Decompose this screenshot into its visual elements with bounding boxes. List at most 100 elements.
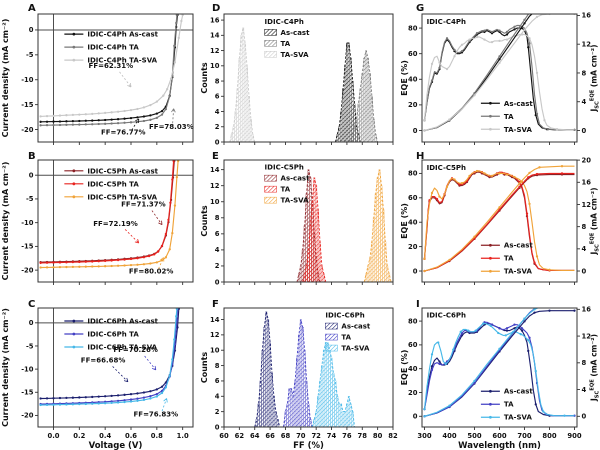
legend: IDIC-C4Ph As-cast TA TA-SVA — [264, 18, 310, 59]
svg-text:40: 40 — [408, 365, 418, 373]
svg-text:82: 82 — [388, 432, 398, 440]
svg-text:6: 6 — [215, 377, 220, 385]
chart-jv-c4ph: 0 -5 -10 -15 -20 Current density (mA cm⁻²) IDI… — [1, 3, 194, 145]
svg-text:0.4: 0.4 — [99, 432, 111, 440]
legend: IDIC-C5Ph As-cast TA TA-SVA — [264, 164, 311, 205]
svg-text:0: 0 — [215, 138, 220, 146]
panel-letter: D — [212, 3, 220, 14]
hist-ta-sva — [311, 342, 356, 427]
series-group — [423, 308, 576, 418]
svg-text:-15: -15 — [21, 243, 34, 251]
svg-text:TA: TA — [504, 113, 514, 121]
svg-text:400: 400 — [442, 432, 456, 440]
series-group — [38, 160, 193, 282]
svg-text:80: 80 — [408, 170, 418, 178]
svg-text:TA-SVA: TA-SVA — [504, 126, 533, 134]
svg-text:-10: -10 — [21, 76, 34, 84]
panel-b-jv-idic-c5ph: 0 -5 -10 -15 -20 Current density (mA cm⁻²) IDI… — [0, 148, 200, 296]
svg-text:TA-SVA: TA-SVA — [341, 345, 370, 353]
svg-text:8: 8 — [582, 69, 587, 77]
legend: IDIC-C6Ph As-cast IDIC-C6Ph TA IDIC-C6Ph T… — [64, 318, 159, 352]
svg-text:2: 2 — [215, 408, 220, 416]
svg-text:0.2: 0.2 — [73, 432, 85, 440]
svg-text:IDIC-C5Ph TA: IDIC-C5Ph TA — [87, 180, 139, 188]
svg-text:JSCEQE (mA cm⁻²): JSCEQE (mA cm⁻²) — [590, 334, 600, 402]
svg-text:76: 76 — [342, 432, 352, 440]
series-group — [229, 27, 378, 142]
svg-text:IDIC-C6Ph As-cast: IDIC-C6Ph As-cast — [87, 318, 158, 326]
legend: As-cast TA TA-SVA — [480, 242, 533, 276]
svg-text:0: 0 — [29, 171, 34, 179]
svg-text:60: 60 — [408, 194, 418, 202]
svg-text:FF=72.19%: FF=72.19% — [93, 220, 138, 228]
hist-ta-sva — [229, 27, 256, 142]
svg-text:FF=70.26%: FF=70.26% — [113, 346, 158, 354]
svg-text:TA: TA — [504, 255, 514, 263]
svg-text:-5: -5 — [26, 51, 34, 59]
svg-text:-5: -5 — [26, 342, 34, 350]
panel-h-eqe-idic-c5ph: 0 20 40 60 80 0 4 8 12 16 20 EQE (%) JSCEQE (mA cm⁻²… — [400, 148, 600, 296]
axes: 0.0 0.2 0.4 0.6 0.8 1.0 0 -5 -10 -15 -20 Current de… — [1, 307, 194, 450]
svg-text:800: 800 — [542, 432, 556, 440]
line-idic-c4ph-ta — [39, 14, 179, 127]
chart-hist-c6ph: 60 62 64 66 68 70 72 74 76 78 80 8202468101214Count… — [200, 299, 398, 450]
svg-text:80: 80 — [408, 24, 418, 32]
line-ta-sva-jsc — [423, 14, 576, 132]
legend: IDIC-C5Ph As-cast IDIC-C5Ph TA IDIC-C5Ph T… — [64, 167, 159, 201]
svg-text:4: 4 — [582, 98, 587, 106]
svg-text:0: 0 — [29, 26, 34, 34]
svg-text:0: 0 — [413, 127, 418, 135]
panel-g-eqe-idic-c4ph: 0 20 40 60 80 0 4 8 12 16 EQE (%) JSCEQE (mA cm⁻²) A… — [400, 0, 600, 148]
svg-text:16: 16 — [210, 16, 220, 24]
line-ta — [423, 321, 576, 417]
svg-text:12: 12 — [582, 201, 592, 209]
svg-text:JSCEQE (mA cm⁻²): JSCEQE (mA cm⁻²) — [590, 44, 600, 112]
svg-text:20: 20 — [582, 156, 592, 164]
legend: As-cast TA TA-SVA — [480, 388, 533, 422]
axes: 0 20 40 60 80 0 4 8 12 16 20 EQE (%) JSCEQE (mA cm⁻²… — [400, 156, 600, 285]
svg-text:FF=80.02%: FF=80.02% — [129, 267, 174, 275]
svg-text:-20: -20 — [21, 266, 34, 274]
svg-text:As-cast: As-cast — [281, 175, 311, 183]
svg-text:Counts: Counts — [200, 62, 209, 94]
svg-text:TA: TA — [341, 334, 351, 342]
svg-text:8: 8 — [215, 362, 220, 370]
line-ta-sva-jsc — [423, 165, 575, 273]
svg-text:TA-SVA: TA-SVA — [504, 414, 533, 422]
svg-text:12: 12 — [210, 47, 220, 55]
svg-text:IDIC-C4Ph: IDIC-C4Ph — [427, 18, 466, 26]
svg-text:Current density (mA cm⁻²): Current density (mA cm⁻²) — [1, 19, 10, 138]
svg-text:EQE (%): EQE (%) — [400, 350, 409, 386]
svg-text:0.0: 0.0 — [47, 432, 59, 440]
line-ta-sva — [423, 169, 575, 271]
svg-text:TA: TA — [504, 401, 514, 409]
legend: IDIC-C6Ph As-cast TA TA-SVA — [325, 312, 371, 353]
svg-text:0.6: 0.6 — [125, 432, 137, 440]
svg-text:FF=78.03%: FF=78.03% — [149, 123, 194, 131]
svg-text:70: 70 — [296, 432, 306, 440]
svg-text:0: 0 — [582, 413, 587, 421]
line-idic-c6ph-ta-sva — [39, 308, 179, 407]
hist-ta — [302, 177, 327, 282]
panel-c-jv-idic-c6ph: 0.0 0.2 0.4 0.6 0.8 1.0 0 -5 -10 -15 -20 Current de… — [0, 296, 200, 450]
svg-text:EQE (%): EQE (%) — [400, 60, 409, 96]
annotations: IDIC-C4Ph — [427, 18, 466, 26]
svg-text:TA: TA — [281, 186, 291, 194]
svg-text:12: 12 — [210, 331, 220, 339]
hist-ta — [350, 50, 378, 142]
svg-text:700: 700 — [517, 432, 531, 440]
series-group — [38, 308, 193, 427]
svg-text:60: 60 — [408, 341, 418, 349]
svg-text:Voltage (V): Voltage (V) — [89, 441, 143, 450]
line-ta-sva — [423, 33, 575, 131]
svg-text:-15: -15 — [21, 389, 34, 397]
svg-text:12: 12 — [210, 182, 220, 190]
panel-letter: H — [416, 151, 424, 162]
series-group — [254, 311, 356, 427]
svg-text:As-cast: As-cast — [341, 323, 371, 331]
svg-text:8: 8 — [215, 77, 220, 85]
axes: 0 -5 -10 -15 -20 Current density (mA cm⁻²) — [1, 159, 194, 285]
svg-text:20: 20 — [408, 243, 418, 251]
svg-text:40: 40 — [408, 219, 418, 227]
